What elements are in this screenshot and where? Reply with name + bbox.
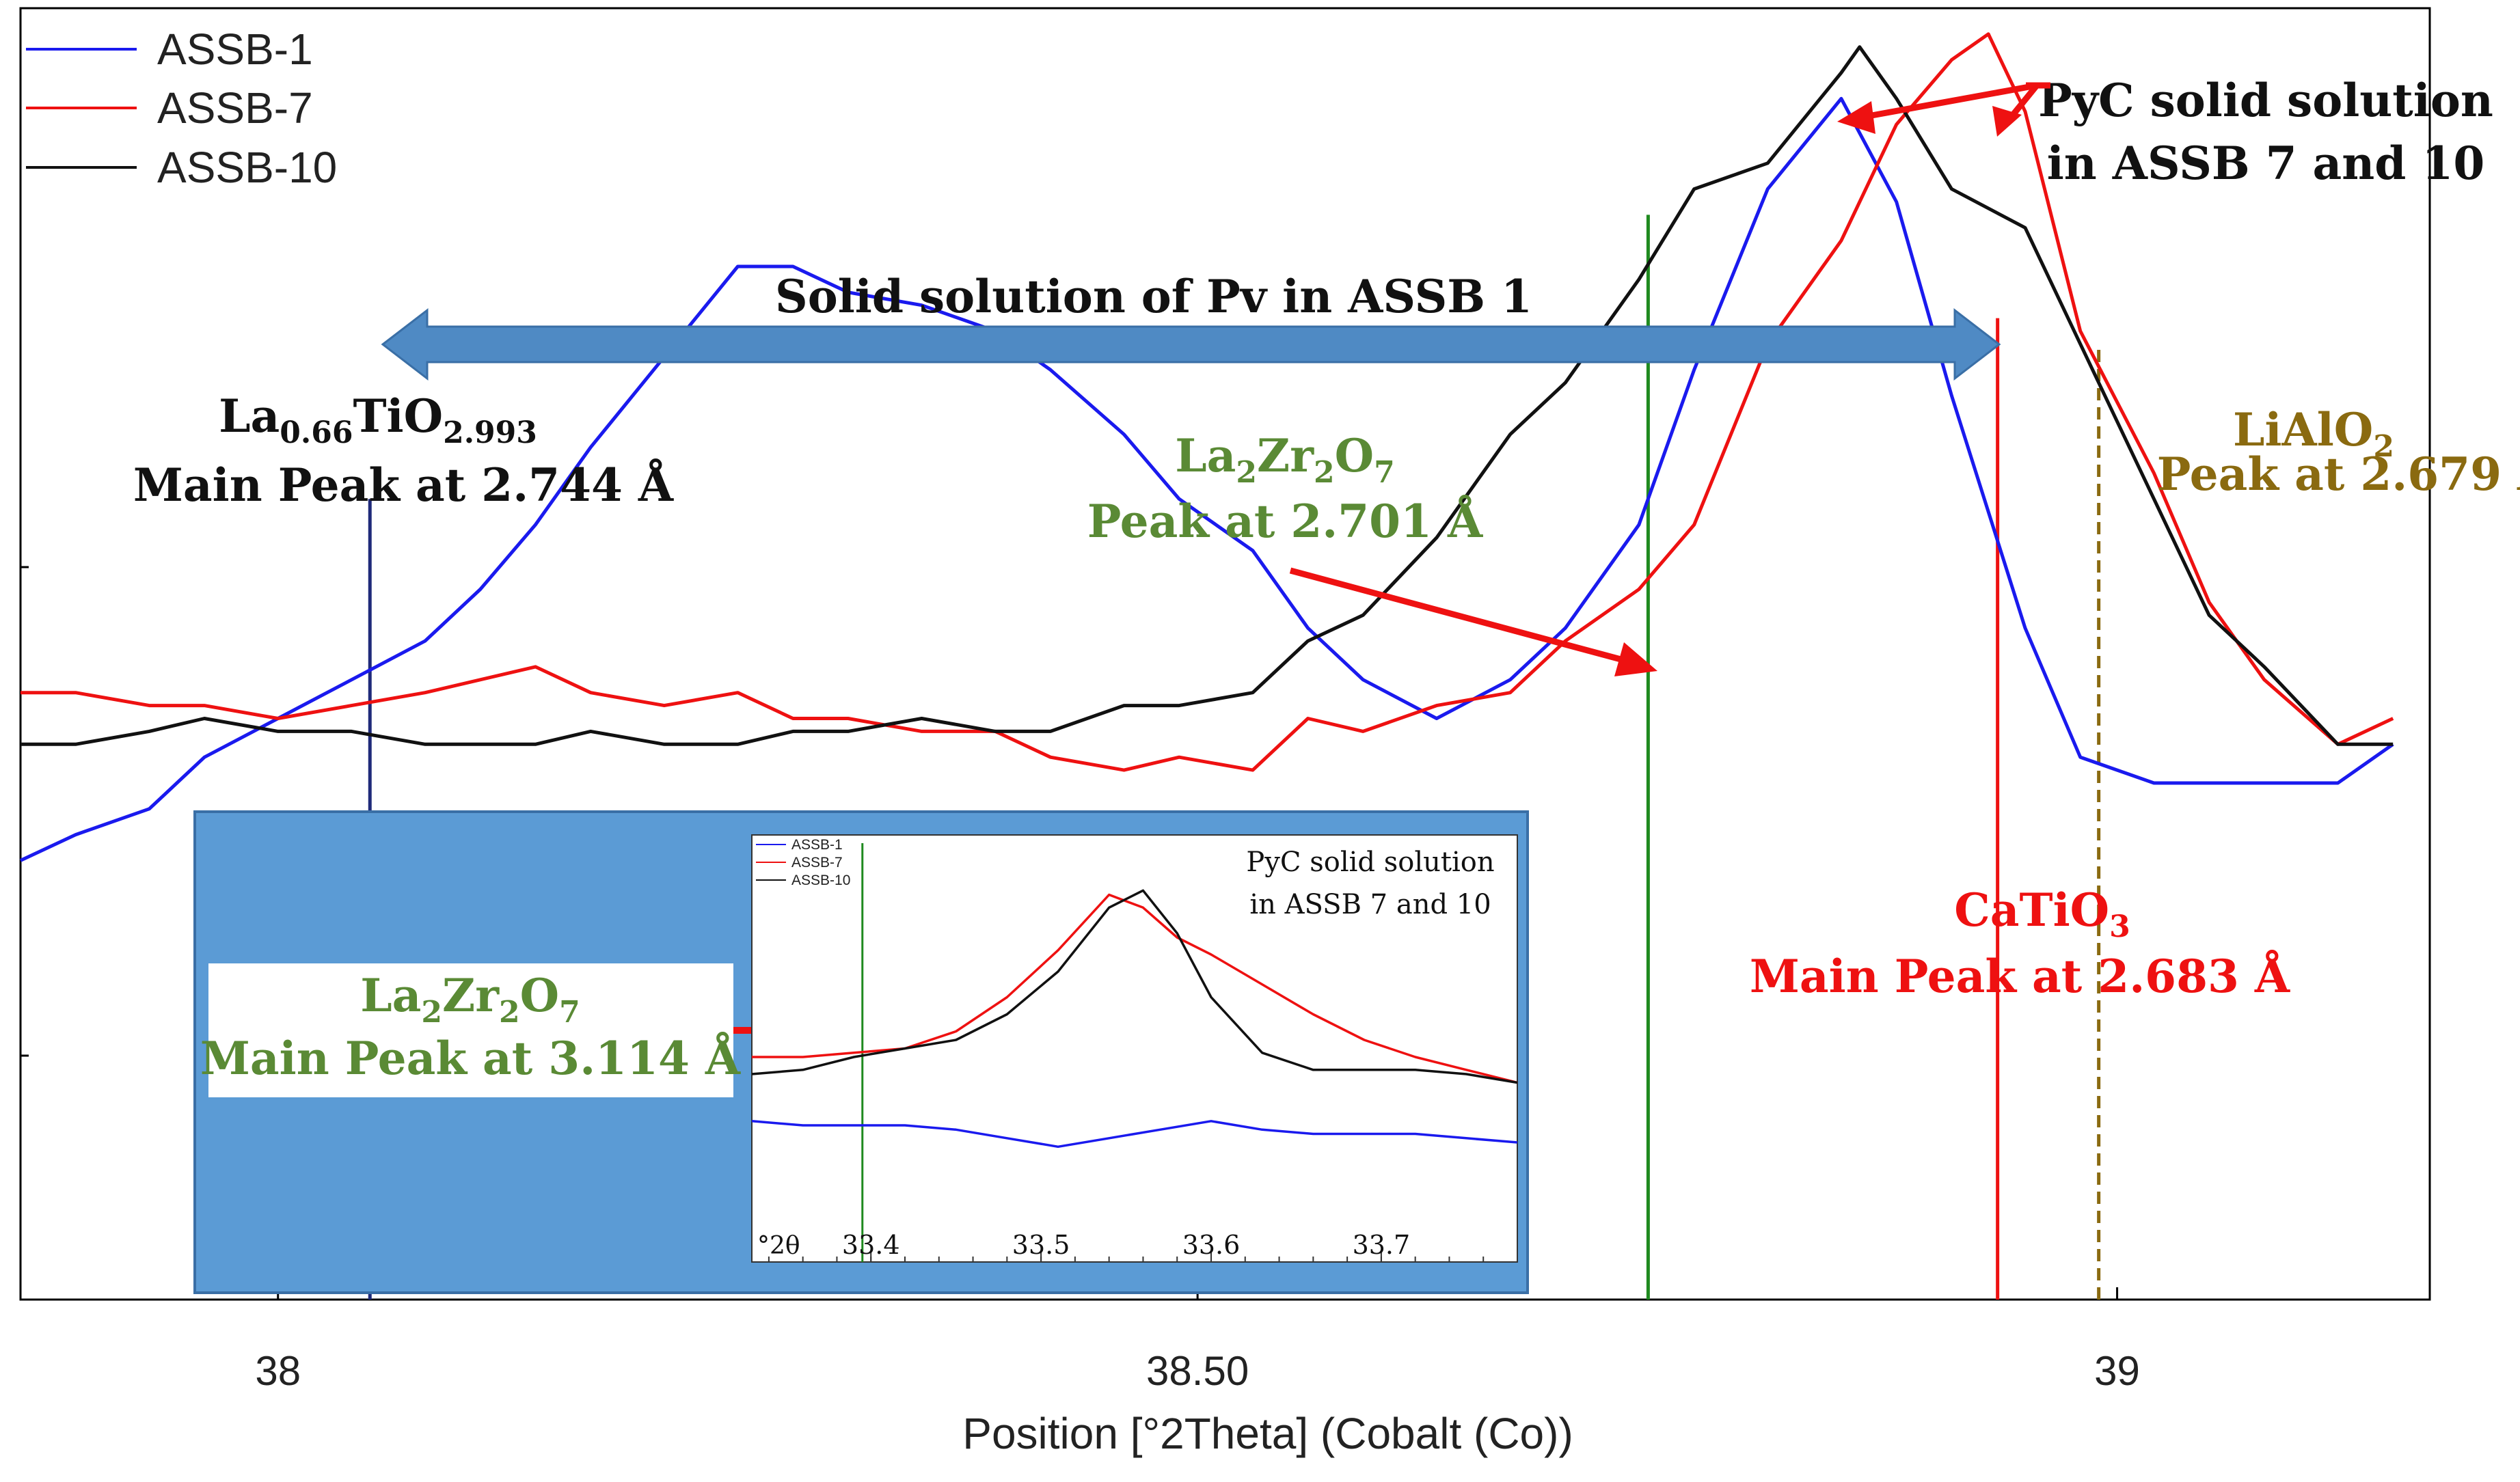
plot-frame [19,7,2431,1301]
inset-label-box [208,963,733,1097]
legend-label-assb-7: ASSB-7 [157,83,313,133]
la-tio-sub-1: 0.66 [280,415,353,450]
la-zr-sub-1: 2 [1236,455,1257,490]
la-tio-sub-2: 2.993 [443,415,537,450]
inset-x-tick-label: 33.4 [842,1230,900,1260]
inset-x-tick-label: 33.7 [1353,1230,1411,1260]
inset-series-group [751,889,1518,1149]
lialo-peak: Peak at 2.679 Å [2157,448,2520,501]
inset-pyc-line-2: in ASSB 7 and 10 [1249,889,1491,920]
inset-legend-label-assb-10: ASSB-10 [791,873,850,888]
box-la-zr-label: La2Zr2O7 [360,969,580,1030]
la-zr-peak: Peak at 2.701 Å [1087,495,1483,548]
inset-x-tick-label: 33.6 [1182,1230,1241,1260]
la-zr-main-3: O [1335,429,1374,482]
legend-label-assb-10: ASSB-10 [157,143,337,192]
box-la-zr-main-2: Zr [442,969,500,1022]
inset-legend-label-assb-1: ASSB-1 [791,837,843,853]
inset-pyc-line-1: PyC solid solution [1246,847,1494,878]
la-tio-main-2: TiO [353,389,443,443]
lialo-sub: 2 [2373,429,2394,464]
inset-series-line-assb-10 [751,889,1518,1084]
main-series-group [19,32,2394,862]
lialo-main: LiAlO [2233,403,2373,456]
pv-annotation: Solid solution of Pv in ASSB 1 [775,270,1532,323]
box-la-zr-sub-3: 7 [559,995,580,1030]
inset-series-line-assb-7 [752,893,1518,1084]
catio-label: CaTiO3 [1954,883,2130,944]
box-la-zr-main-3: O [520,969,560,1022]
legend: ASSB-1 ASSB-7 ASSB-10 [26,25,337,192]
x-tick-label: 39 [2094,1348,2140,1394]
la-zr-sub-2: 2 [1314,455,1335,490]
la-zr-label: La2Zr2O7 [1175,429,1395,490]
box-la-zr-sub-2: 2 [499,995,520,1030]
la-zr-pointer-arrow [1289,567,1657,676]
la-zr-arrow-head [1614,642,1657,676]
inset-legend-label-assb-7: ASSB-7 [791,855,843,870]
series-line-assb-7 [21,32,2394,772]
inset-x-axis-ticks: 33.4 33.5 33.6 33.7 [768,1230,1518,1262]
catio-main: CaTiO [1954,883,2109,937]
box-la-zr-sub-1: 2 [421,995,442,1030]
x-axis-ticks: 38 38.50 39 [255,1287,2140,1394]
pyc-arrow-head-1 [1837,101,1875,134]
la-zr-arrow-shaft [1289,567,1635,666]
la-zr-sub-3: 7 [1374,455,1395,490]
series-line-assb-1 [19,96,2394,862]
pyc-label-line-1: PyC solid solution [2038,74,2493,127]
x-tick-label: 38.50 [1146,1348,1249,1394]
pyc-pointer-arrows [1837,82,2050,137]
series-line-assb-10 [21,45,2394,746]
inset-legend: ASSB-1 ASSB-7 ASSB-10 [756,837,850,888]
lialo-label: LiAlO2 [2233,403,2394,464]
x-axis-title: Position [°2Theta] (Cobalt (Co)) [962,1409,1573,1458]
box-la-zr-main-1: La [360,969,421,1022]
la-tio-main-1: La [219,389,280,443]
catio-peak: Main Peak at 2.683 Å [1750,950,2290,1003]
la-zr-main-1: La [1175,429,1236,482]
la-zr-main-2: Zr [1257,429,1314,482]
inset-series-line-assb-1 [751,1120,1518,1149]
y-axis-ticks [21,566,29,1057]
pyc-label-line-2: in ASSB 7 and 10 [2047,137,2485,190]
la-tio-peak: Main Peak at 2.744 Å [133,458,674,512]
pv-double-arrow [381,307,2001,381]
la-tio-label: La0.66TiO2.993 [219,389,537,450]
catio-sub: 3 [2109,909,2130,944]
pyc-arrow-shaft-1 [1860,82,2037,121]
inset-x-tick-label: 33.5 [1012,1230,1070,1260]
pyc-arrow-head-2 [1992,106,2022,137]
inset-x-unit-label: °2θ [757,1232,800,1260]
legend-label-assb-1: ASSB-1 [157,25,313,74]
x-tick-label: 38 [255,1348,301,1394]
pv-arrow-shape [381,307,2001,381]
box-la-zr-peak: Main Peak at 3.114 Å [200,1032,741,1085]
